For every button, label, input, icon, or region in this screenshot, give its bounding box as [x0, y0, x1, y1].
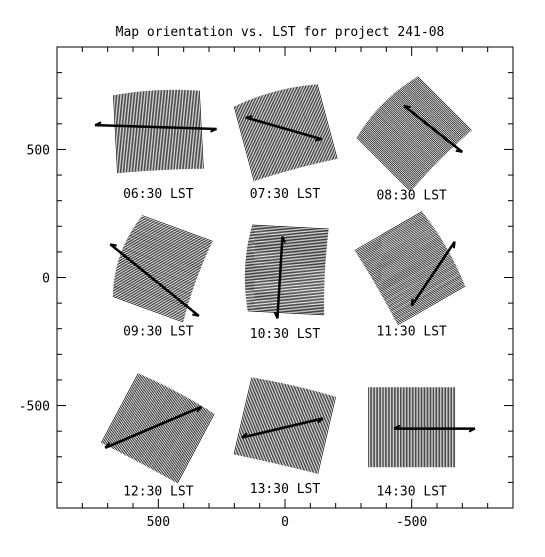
orientation-panel: 07:30 LST [233, 84, 338, 202]
orientation-panel: 12:30 LST [100, 373, 215, 499]
arrow-head [455, 149, 463, 153]
arrow-head [317, 417, 324, 424]
orientation-panel: 09:30 LST [109, 215, 213, 339]
scan-lines [112, 215, 213, 323]
x-tick-label: 0 [281, 515, 289, 530]
scan-lines [354, 211, 466, 326]
orientation-panel: 13:30 LST [233, 377, 336, 497]
y-tick-label: 500 [27, 143, 50, 158]
panel-label: 06:30 LST [123, 187, 194, 202]
chart-title: Map orientation vs. LST for project 241-… [116, 25, 445, 40]
orientation-line [109, 243, 200, 317]
arrow-head [94, 121, 102, 127]
panel-label: 07:30 LST [250, 187, 321, 202]
arrow-head [452, 241, 456, 249]
panel-label: 08:30 LST [376, 189, 447, 204]
scan-lines [356, 76, 472, 192]
panel-label: 10:30 LST [250, 327, 321, 342]
scan-lines [244, 224, 329, 316]
panel-label: 11:30 LST [376, 324, 447, 339]
arrow-head [109, 243, 117, 247]
arrow-head [410, 298, 414, 306]
orientation-line [410, 240, 456, 307]
arrow-head [241, 432, 248, 439]
orientation-panel: 14:30 LST [368, 387, 476, 499]
arrow-head [273, 311, 279, 319]
x-tick-label: 500 [147, 515, 170, 530]
panel-label: 12:30 LST [123, 484, 194, 499]
orientation-line [94, 123, 217, 131]
orientation-panel: 11:30 LST [354, 211, 466, 339]
panel-label: 13:30 LST [250, 482, 321, 497]
panel-label: 09:30 LST [123, 324, 194, 339]
arrow-head [393, 424, 401, 430]
panel-label: 14:30 LST [376, 484, 447, 499]
orientation-line [403, 104, 464, 153]
orientation-line [104, 405, 202, 449]
arrow-head [281, 236, 287, 244]
axis-ticks [56, 46, 514, 509]
orientation-panel: 10:30 LST [244, 224, 329, 342]
arrow-head [192, 313, 200, 317]
orientation-panel: 06:30 LST [94, 89, 218, 202]
y-tick-label: 0 [42, 272, 50, 287]
orientation-panels: 06:30 LST 07:30 LST 08:30 LST 09:30 LST 10:3… [94, 76, 476, 499]
arrow-head [403, 104, 411, 109]
orientation-line [241, 417, 324, 439]
scan-lines [233, 84, 338, 182]
arrow-head [245, 115, 253, 119]
orientation-line [245, 116, 323, 141]
arrow-head [104, 442, 111, 449]
scan-lines [100, 373, 215, 484]
scan-lines [113, 89, 204, 174]
x-tick-label: -500 [396, 515, 427, 530]
arrow-head [468, 427, 476, 433]
orientation-panel: 08:30 LST [356, 76, 472, 204]
arrow-head [196, 406, 203, 413]
orientation-line [276, 236, 284, 319]
arrow-head [314, 138, 322, 142]
y-tick-label: -500 [19, 400, 50, 415]
arrow-head [210, 128, 218, 133]
tick-labels: 500 0 -500 500 0 -500 [19, 143, 428, 530]
scan-lines [233, 377, 336, 474]
scan-lines [368, 387, 456, 468]
